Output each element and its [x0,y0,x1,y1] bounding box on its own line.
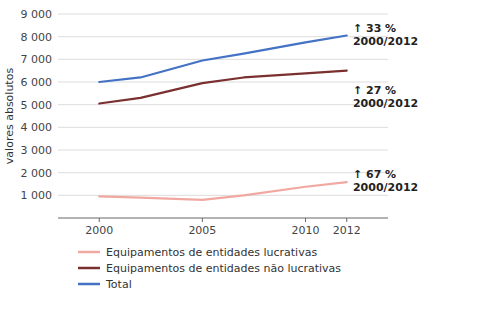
chart: 1 000 2 000 3 000 4 000 5 000 6 000 7 000 8 000… [0,0,500,322]
series-line [99,36,347,82]
series-line [99,182,347,200]
x-tick-label: 2010 [292,224,320,237]
grid [58,14,388,195]
y-tick-label: 9 000 [21,8,53,21]
annotation-line: 2000/2012 [353,35,418,48]
annotation: ↑ 33 %2000/2012 [353,22,418,48]
y-tick-label: 3 000 [21,144,53,157]
annotation: ↑ 67 %2000/2012 [353,168,418,194]
x-tick-label: 2000 [85,224,113,237]
annotation-line: 2000/2012 [353,97,418,110]
y-tick-label: 5 000 [21,99,53,112]
grid-line [58,14,388,15]
x-tick [99,218,100,222]
legend-swatch [78,283,100,286]
y-tick-label: 6 000 [21,76,53,89]
legend-swatch [78,267,100,270]
x-tick-label: 2005 [188,224,216,237]
legend: Equipamentos de entidades lucrativas Equi… [78,246,341,291]
series-line [99,71,347,104]
grid-line [58,127,388,128]
plot-area [99,36,347,200]
y-axis-label: valores absolutos [3,68,16,165]
grid-line [58,172,388,173]
y-tick-label: 8 000 [21,31,53,44]
y-tick-label: 1 000 [21,189,53,202]
annotation-line: 2000/2012 [353,181,418,194]
annotation-line: ↑ 27 % [353,84,396,97]
legend-swatch [78,251,100,254]
annotation-line: ↑ 33 % [353,22,396,35]
x-tick [305,218,306,222]
legend-label: Total [105,278,132,291]
legend-label: Equipamentos de entidades lucrativas [106,246,317,259]
y-tick-label: 7 000 [21,53,53,66]
annotation: ↑ 27 %2000/2012 [353,84,418,110]
annotation-line: ↑ 67 % [353,168,396,181]
y-tick-label: 2 000 [21,167,53,180]
grid-line [58,150,388,151]
y-tick-label: 4 000 [21,121,53,134]
x-tick-label: 2012 [333,224,361,237]
grid-line [58,59,388,60]
x-axis-line [58,218,388,219]
x-tick [346,218,347,222]
grid-line [58,104,388,105]
legend-label: Equipamentos de entidades não lucrativas [106,262,341,275]
x-tick [202,218,203,222]
